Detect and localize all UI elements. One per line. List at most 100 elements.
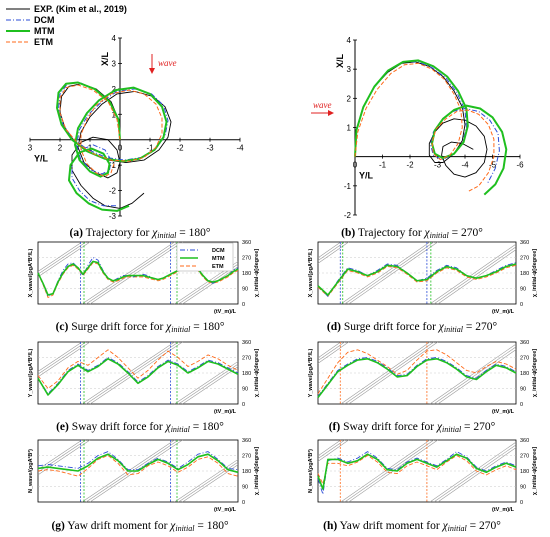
series-dcm <box>354 61 500 185</box>
series-etm <box>317 349 517 394</box>
sway-270: 360 270 180 90 0 Y_wave/(ρgA²B²/L) χ_initial-ψ… <box>307 340 538 415</box>
x-axis-label: Y/L <box>359 171 374 181</box>
heading-angle-line <box>89 241 183 305</box>
heading-angle-line <box>433 346 517 405</box>
y2-axis-label: χ_initial-ψ[degree] <box>532 249 538 297</box>
x-tick-label: -4 <box>236 144 244 153</box>
heading-angle-line <box>317 341 349 364</box>
caption-f: (f) Sway drift force for χinitial = 270° <box>329 421 496 434</box>
heading-angle-line <box>433 246 517 305</box>
caption-c: (c) Surge drift force for χinitial = 180… <box>56 321 225 334</box>
y-tick-label: 3 <box>112 59 117 68</box>
heading-angle-line <box>178 461 239 503</box>
x-tick-label: -3 <box>206 144 214 153</box>
yaw-270: 360 270 180 90 0 N_wave/(ρgA²B²) χ_initial-ψ[d… <box>307 438 538 513</box>
heading-angle-line <box>437 349 517 405</box>
surge-270: 360 270 180 90 0 X_wave/(ρgA²B²/L) χ_initial-ψ… <box>307 240 538 315</box>
legend-label-etm: ETM <box>34 37 53 47</box>
heading-angle-line <box>89 341 183 405</box>
inset-legend-label-etm: ETM <box>212 264 224 270</box>
y2-tick-label: 90 <box>520 287 526 293</box>
heading-angle-line <box>317 341 345 361</box>
x-tick-label: -1 <box>146 144 154 153</box>
series-mtm <box>37 453 239 474</box>
heading-angle-line <box>37 241 83 272</box>
y2-tick-label: 0 <box>242 500 245 506</box>
y-axis-label: X_wave/(ρgA²B²/L) <box>27 249 34 298</box>
heading-angle-line <box>85 341 179 405</box>
y-axis-label: X/L <box>335 54 345 69</box>
heading-angle-line <box>344 439 435 503</box>
yaw-180: 360 270 180 90 0 N_wave/(ρgA²B²) χ_initial-ψ[d… <box>27 438 260 513</box>
heading-angle-line <box>340 341 431 405</box>
y2-tick-label: 270 <box>242 256 251 262</box>
surge-180: 360 270 180 90 0 X_wave/(ρgA²B²/L) χ_initial-ψ… <box>27 240 260 315</box>
series-mtm <box>37 358 239 396</box>
heading-angle-line <box>317 439 349 462</box>
x-tick-label: -2 <box>176 144 184 153</box>
heading-angle-line <box>317 241 341 259</box>
x-tick-label: -4 <box>461 161 469 170</box>
heading-angle-line <box>85 241 179 305</box>
y2-tick-label: 360 <box>520 340 529 346</box>
y2-tick-label: 90 <box>242 287 248 293</box>
x-axis-label: (tV_m)/L <box>214 309 237 315</box>
heading-angle-line <box>182 464 239 503</box>
series-etm <box>317 455 517 485</box>
y-tick-label: -2 <box>109 187 117 196</box>
y2-tick-label: 0 <box>242 402 245 408</box>
heading-angle-line <box>429 243 517 305</box>
inset-legend-label-dcm: DCM <box>212 248 225 254</box>
y-axis-label: X/L <box>100 52 110 67</box>
heading-angle-line <box>429 343 517 405</box>
y2-tick-label: 180 <box>242 271 251 277</box>
series-dcm <box>317 451 517 495</box>
x-axis-label: (tV_m)/L <box>214 409 237 415</box>
heading-angle-line <box>182 266 239 305</box>
y-tick-label: -2 <box>344 211 352 220</box>
y2-tick-label: 180 <box>520 271 529 277</box>
heading-angle-line <box>37 341 87 375</box>
y-axis-label: Y_wave/(ρgA²B²/L) <box>307 349 314 398</box>
heading-angle-line <box>37 341 91 378</box>
x-axis-label: (tV_m)/L <box>492 309 515 315</box>
y-tick-label: -1 <box>109 161 117 170</box>
wave-label-a: wave <box>158 58 177 68</box>
x-axis-label: (tV_m)/L <box>492 409 515 415</box>
y2-tick-label: 180 <box>242 371 251 377</box>
y-tick-label: 4 <box>347 36 352 45</box>
y2-axis-label: χ_initial-ψ[degree] <box>532 349 538 397</box>
caption-b: (b) Trajectory for χinitial = 270° <box>341 227 483 240</box>
y2-tick-label: 90 <box>520 485 526 491</box>
y2-axis-label: χ_initial-ψ[degree] <box>254 249 260 297</box>
heading-angle-line <box>433 444 517 503</box>
caption-g: (g) Yaw drift moment for χinitial = 180° <box>51 520 229 533</box>
x-tick-label: 2 <box>58 144 63 153</box>
y-tick-label: 4 <box>112 34 117 43</box>
series-mtm <box>317 263 517 296</box>
x-tick-label: 3 <box>28 144 33 153</box>
y-axis-label: X_wave/(ρgA²B²/L) <box>307 249 314 298</box>
y2-axis-label: χ_initial-ψ[degree] <box>254 447 260 495</box>
y2-tick-label: 90 <box>242 485 248 491</box>
y2-axis-label: χ_initial-ψ[degree] <box>532 447 538 495</box>
heading-angle-line <box>317 439 345 459</box>
y2-tick-label: 270 <box>520 454 529 460</box>
y2-tick-label: 0 <box>242 302 245 308</box>
y2-tick-label: 270 <box>520 256 529 262</box>
heading-angle-line <box>317 341 341 359</box>
inset-legend-box <box>176 242 234 272</box>
caption-h: (h) Yaw drift moment for χinitial = 270° <box>323 520 501 533</box>
series-mtm <box>37 260 239 296</box>
heading-angle-line <box>344 341 435 405</box>
y2-tick-label: 360 <box>242 438 251 444</box>
y2-tick-label: 360 <box>242 340 251 346</box>
trajectory-270: 0 -1 -2 -3 -4 -5 -6 4 3 2 1 -1 -2 Y/L X/L <box>335 36 524 220</box>
y2-tick-label: 0 <box>520 500 523 506</box>
y2-tick-label: 0 <box>520 302 523 308</box>
series-mtm <box>317 358 517 398</box>
y-tick-label: -1 <box>344 182 352 191</box>
